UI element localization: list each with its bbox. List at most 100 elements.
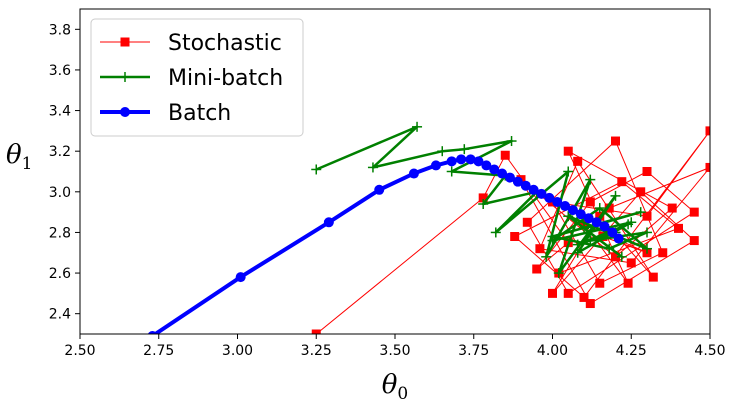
legend-item-batch: Batch xyxy=(100,101,231,126)
stochastic-point xyxy=(658,248,668,258)
stochastic-point xyxy=(510,232,520,241)
mini-batch-point xyxy=(594,203,605,214)
x-tick-label: 3.00 xyxy=(222,343,253,359)
stochastic-point xyxy=(563,146,573,156)
batch-point xyxy=(374,184,385,195)
stochastic-point xyxy=(535,244,545,254)
mini-batch-point xyxy=(579,223,589,234)
mini-batch-point xyxy=(506,136,517,147)
x-axis-label: θ0 xyxy=(382,370,408,404)
legend-marker xyxy=(120,107,130,117)
stochastic-point xyxy=(626,258,636,268)
stochastic-point xyxy=(705,162,710,172)
batch-point xyxy=(591,217,602,228)
batch-point xyxy=(560,201,571,212)
mini-batch-point xyxy=(642,227,652,238)
series-batch xyxy=(147,154,624,334)
stochastic-point xyxy=(689,207,699,217)
legend-item-stochastic: Stochastic xyxy=(100,31,282,56)
stochastic-point xyxy=(563,288,573,298)
x-axis-label-sub: 0 xyxy=(397,384,408,404)
mini-batch-point xyxy=(610,190,621,201)
y-axis-label-sub: 1 xyxy=(22,154,33,174)
mini-batch-point xyxy=(635,207,646,218)
batch-point xyxy=(465,154,476,165)
mini-batch-point xyxy=(547,231,558,242)
stochastic-point xyxy=(648,272,658,282)
y-tick-label: 3.4 xyxy=(49,104,71,120)
mini-batch-point xyxy=(604,243,615,254)
mini-batch-point xyxy=(563,211,574,222)
x-tick-label: 2.75 xyxy=(143,343,174,359)
mini-batch-point xyxy=(553,268,564,279)
stochastic-point xyxy=(585,299,595,309)
legend-marker xyxy=(120,72,130,82)
batch-point xyxy=(528,184,539,195)
x-axis: 2.50 2.75 3.00 3.25 3.50 3.75 4.00 4.25 4.50 xyxy=(64,334,726,359)
y-axis-label: θ1 xyxy=(6,140,32,174)
x-tick-label: 4.00 xyxy=(537,343,568,359)
mini-batch-point xyxy=(585,235,596,246)
batch-point xyxy=(575,209,586,220)
batch-point xyxy=(520,180,531,191)
batch-point xyxy=(481,160,492,171)
batch-point xyxy=(613,233,624,244)
mini-batch-point xyxy=(478,199,489,209)
mini-batch-point xyxy=(585,174,596,185)
stochastic-point xyxy=(478,193,488,203)
stochastic-point xyxy=(532,264,542,274)
legend-box xyxy=(90,18,304,137)
stochastic-point xyxy=(500,150,510,160)
mini-batch-point xyxy=(541,251,552,262)
x-tick-label: 3.25 xyxy=(301,343,332,359)
stochastic-point xyxy=(611,136,620,146)
batch-point xyxy=(473,156,484,167)
batch-point xyxy=(497,168,508,179)
x-tick-label: 4.50 xyxy=(694,343,725,359)
mini-batch-point xyxy=(367,162,378,173)
batch-point xyxy=(489,164,500,175)
stochastic-point xyxy=(642,167,652,176)
stochastic-point xyxy=(595,278,605,288)
legend-item-mini-batch: Mini-batch xyxy=(100,66,283,91)
y-axis: 2.4 2.6 2.8 3.0 3.2 3.4 3.6 3.8 xyxy=(49,22,80,323)
x-tick-label: 2.50 xyxy=(64,343,95,359)
batch-point xyxy=(607,227,618,238)
y-tick-label: 3.0 xyxy=(49,185,71,201)
stochastic-point xyxy=(642,211,652,221)
stochastic-point xyxy=(617,177,627,187)
stochastic-point xyxy=(585,197,595,207)
legend-label: Batch xyxy=(168,101,231,126)
batch-point xyxy=(456,154,467,165)
mini-batch-point xyxy=(446,166,457,177)
mini-batch-point xyxy=(490,227,501,238)
mini-batch-point xyxy=(623,219,634,230)
batch-point xyxy=(504,172,515,183)
batch-point xyxy=(446,156,457,167)
batch-point xyxy=(567,205,578,216)
plot-area xyxy=(147,121,710,334)
stochastic-point xyxy=(311,329,321,334)
legend-marker xyxy=(120,37,130,47)
stochastic-point xyxy=(705,126,710,136)
mini-batch-point xyxy=(311,164,322,175)
x-tick-label: 3.50 xyxy=(379,343,410,359)
x-tick-label: 3.75 xyxy=(458,343,489,359)
batch-point xyxy=(147,331,158,334)
stochastic-point xyxy=(623,278,633,288)
batch-point xyxy=(536,188,547,199)
mini-batch-point xyxy=(412,121,423,132)
batch-point xyxy=(408,168,419,179)
stochastic-point xyxy=(522,217,532,227)
y-tick-label: 3.8 xyxy=(49,22,71,38)
y-tick-label: 2.4 xyxy=(49,307,71,323)
y-tick-label: 2.8 xyxy=(49,225,71,241)
x-tick-label: 4.25 xyxy=(616,343,647,359)
batch-point xyxy=(544,192,555,203)
y-tick-label: 2.6 xyxy=(49,266,71,282)
batch-point xyxy=(599,221,610,232)
legend-label: Stochastic xyxy=(168,31,282,56)
batch-point xyxy=(512,176,523,187)
batch-point xyxy=(430,160,441,171)
